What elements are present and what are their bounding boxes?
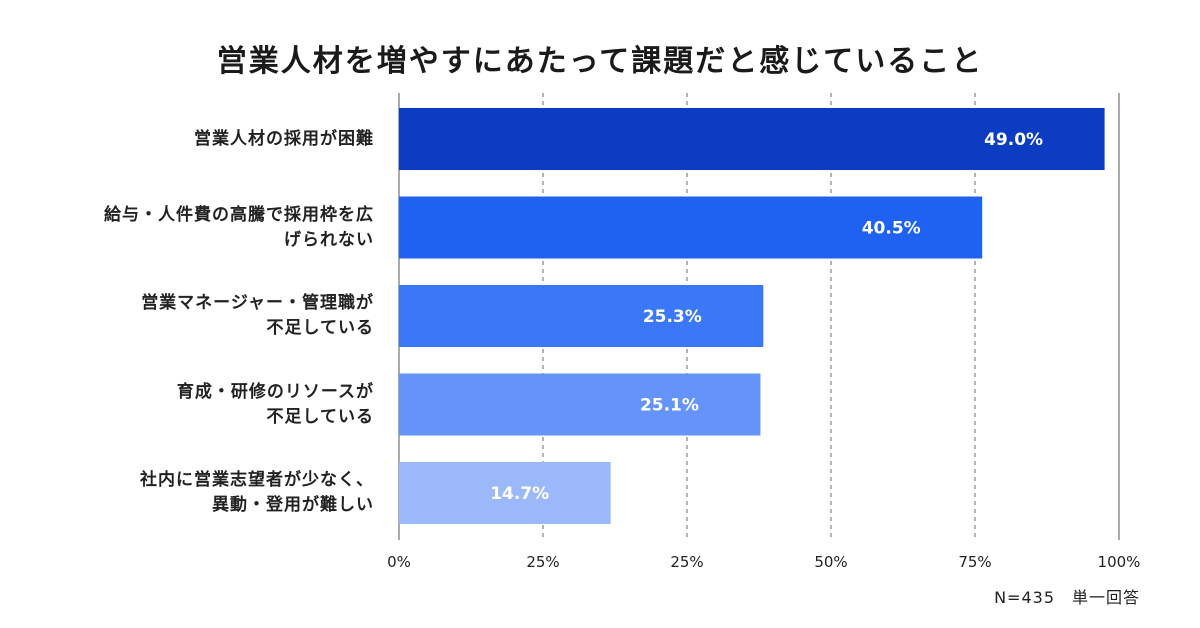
x-tick-label: 0% bbox=[387, 553, 411, 571]
category-label: 営業マネージャー・管理職が不足している bbox=[34, 291, 374, 341]
chart-title: 営業人材を増やすにあたって課題だと感じていること bbox=[216, 44, 984, 79]
bar bbox=[399, 108, 1105, 170]
bar bbox=[399, 462, 611, 524]
x-tick-label: 50% bbox=[814, 553, 847, 571]
category-label: 社内に営業志望者が少なく、異動・登用が難しい bbox=[34, 468, 374, 518]
category-label-line: 不足している bbox=[266, 406, 374, 427]
x-tick-label: 75% bbox=[958, 553, 991, 571]
category-label-line: 不足している bbox=[266, 318, 374, 338]
category-label-line: 異動・登用が難しい bbox=[212, 495, 374, 515]
category-label: 育成・研修のリソースが不足している bbox=[34, 380, 374, 430]
x-tick-label: 25% bbox=[670, 553, 703, 571]
category-label-line: 社内に営業志望者が少なく、 bbox=[140, 470, 374, 490]
bar-value-label: 14.7% bbox=[490, 484, 549, 504]
x-tick-label: 25% bbox=[526, 553, 559, 571]
category-label-line: 営業人材の採用が困難 bbox=[194, 128, 374, 149]
bar bbox=[399, 196, 983, 259]
bar bbox=[399, 373, 761, 436]
bar-value-label: 25.1% bbox=[640, 396, 699, 416]
category-label: 給与・人件費の高騰で採用枠を広げられない bbox=[34, 203, 374, 253]
bar-value-label: 40.5% bbox=[862, 219, 921, 239]
bar-value-label: 49.0% bbox=[984, 130, 1043, 150]
category-label-line: 育成・研修のリソースが bbox=[176, 381, 374, 402]
category-label-line: 営業マネージャー・管理職が bbox=[141, 293, 374, 313]
category-label: 営業人材の採用が困難 bbox=[34, 127, 374, 152]
x-tick-label: 100% bbox=[1098, 553, 1141, 571]
category-label-line: 給与・人件費の高騰で採用枠を広 bbox=[104, 204, 374, 225]
bar-value-label: 25.3% bbox=[643, 307, 702, 327]
sample-note: N=435 単一回答 bbox=[994, 588, 1140, 607]
bar bbox=[399, 285, 764, 347]
category-label-line: げられない bbox=[284, 229, 374, 250]
